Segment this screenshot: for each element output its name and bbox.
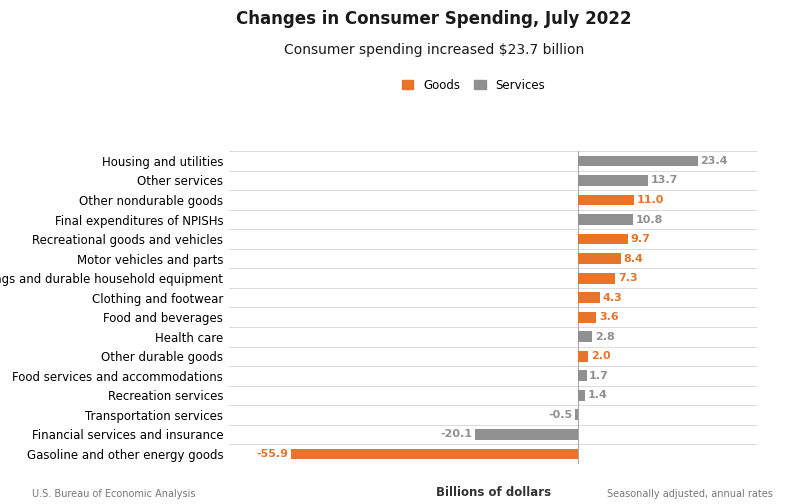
Text: Billions of dollars: Billions of dollars: [436, 485, 551, 498]
Text: U.S. Bureau of Economic Analysis: U.S. Bureau of Economic Analysis: [32, 489, 195, 499]
Text: 2.0: 2.0: [591, 351, 610, 361]
Text: 9.7: 9.7: [630, 234, 650, 244]
Bar: [578, 156, 698, 166]
Bar: [475, 429, 578, 440]
Bar: [578, 234, 627, 244]
Bar: [578, 175, 648, 186]
Text: Changes in Consumer Spending, July 2022: Changes in Consumer Spending, July 2022: [236, 10, 632, 28]
Text: 4.3: 4.3: [603, 293, 623, 303]
Text: -20.1: -20.1: [440, 429, 472, 439]
Bar: [578, 370, 586, 381]
Bar: [578, 214, 634, 225]
Bar: [578, 351, 588, 362]
Text: 1.7: 1.7: [589, 371, 609, 381]
Bar: [578, 390, 585, 401]
Text: 7.3: 7.3: [618, 273, 638, 283]
Bar: [575, 409, 578, 420]
Text: 11.0: 11.0: [637, 195, 664, 205]
Text: 8.4: 8.4: [623, 254, 643, 264]
Bar: [578, 312, 596, 323]
Text: 23.4: 23.4: [701, 156, 728, 166]
Bar: [578, 273, 615, 284]
Bar: [578, 253, 621, 264]
Text: 1.4: 1.4: [588, 390, 608, 400]
Text: -0.5: -0.5: [548, 410, 573, 420]
Bar: [578, 292, 600, 303]
Text: Consumer spending increased $23.7 billion: Consumer spending increased $23.7 billio…: [284, 43, 584, 57]
Bar: [578, 331, 593, 342]
Text: -55.9: -55.9: [256, 449, 288, 459]
Text: Seasonally adjusted, annual rates: Seasonally adjusted, annual rates: [608, 489, 773, 499]
Text: 13.7: 13.7: [651, 175, 678, 185]
Bar: [578, 195, 634, 206]
Text: 10.8: 10.8: [636, 215, 664, 225]
Bar: [291, 449, 578, 459]
Text: 2.8: 2.8: [595, 332, 615, 342]
Text: 3.6: 3.6: [599, 312, 619, 322]
Legend: Goods, Services: Goods, Services: [402, 79, 545, 92]
